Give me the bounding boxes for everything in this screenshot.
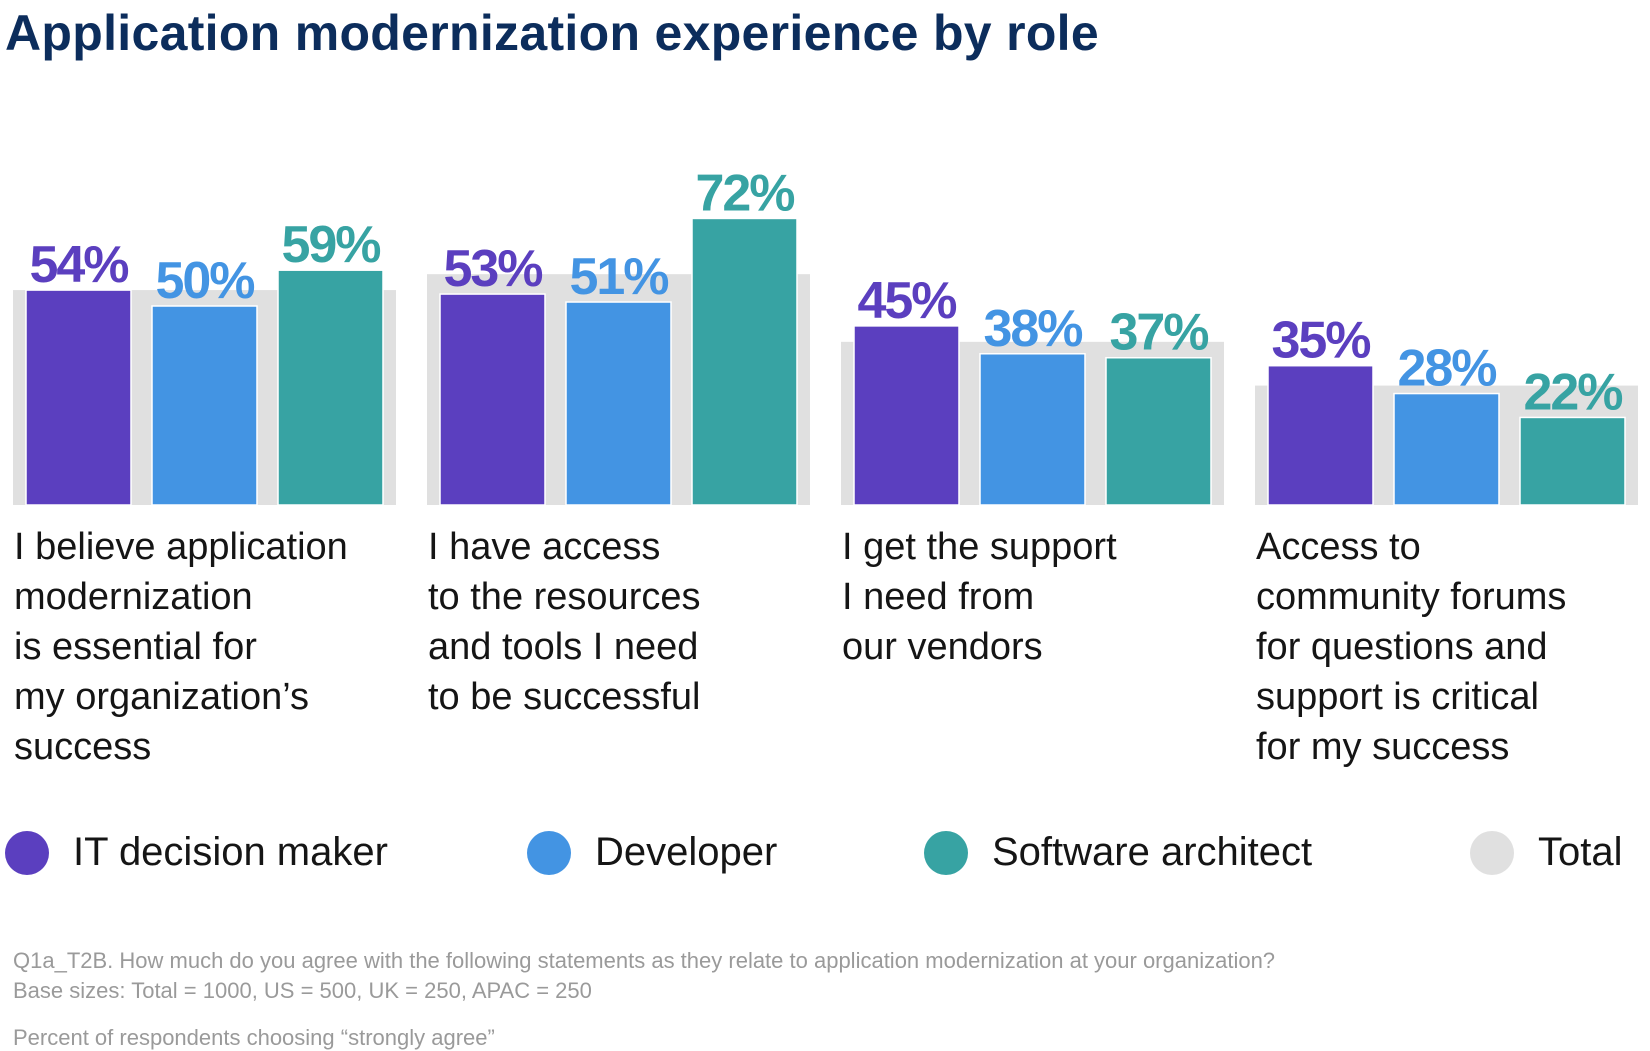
legend-swatch	[924, 830, 968, 875]
bar-it-decision-maker	[1267, 364, 1374, 506]
bar-software-architect	[691, 217, 798, 506]
legend-label: Developer	[595, 830, 778, 874]
category-label: I believe application modernization is e…	[14, 526, 348, 768]
footnote-question: Q1a_T2B. How much do you agree with the …	[13, 948, 1276, 973]
legend-item-it-decision-maker: IT decision maker	[5, 830, 388, 875]
bar-software-architect	[1519, 416, 1626, 506]
data-label: 37%	[1109, 304, 1208, 362]
legend-label: IT decision maker	[73, 830, 388, 874]
bar-software-architect	[1105, 356, 1212, 506]
data-label: 53%	[443, 240, 542, 298]
data-label: 72%	[695, 164, 794, 222]
bar-developer	[565, 301, 672, 506]
legend-item-total: Total	[1470, 830, 1623, 875]
bar-developer	[151, 305, 258, 506]
bar-developer	[979, 353, 1086, 506]
data-label: 45%	[857, 272, 956, 330]
category-label: I have access to the resources and tools…	[428, 526, 701, 718]
legend-label: Software architect	[992, 830, 1313, 874]
bar-it-decision-maker	[439, 293, 546, 506]
chart-title: Application modernization experience by …	[5, 5, 1099, 61]
data-label: 28%	[1397, 340, 1496, 398]
category-label: Access to community forums for questions…	[1256, 526, 1567, 768]
bar-developer	[1393, 392, 1500, 506]
bar-it-decision-maker	[853, 325, 960, 506]
category-label: I get the support I need from our vendor…	[842, 526, 1117, 668]
data-label: 22%	[1523, 363, 1622, 421]
footnote-measure: Percent of respondents choosing “strongl…	[13, 1025, 495, 1050]
legend-swatch	[5, 830, 49, 875]
data-label: 38%	[983, 300, 1082, 358]
footnote-base-sizes: Base sizes: Total = 1000, US = 500, UK =…	[13, 978, 592, 1003]
legend-swatch	[527, 830, 571, 875]
legend-item-developer: Developer	[527, 830, 777, 875]
bar-chart: 54% 50% 59% 53% 51% 72% 45% 38% 37% 35% 28% 22%	[13, 164, 1638, 506]
data-label: 35%	[1271, 312, 1370, 370]
bar-software-architect	[277, 269, 384, 506]
bar-it-decision-maker	[25, 289, 132, 506]
data-label: 50%	[155, 252, 254, 310]
legend-item-software-architect: Software architect	[924, 830, 1312, 875]
legend-swatch	[1470, 830, 1514, 875]
data-label: 51%	[569, 248, 668, 306]
data-label: 54%	[29, 236, 128, 294]
legend-label: Total	[1538, 830, 1623, 874]
data-label: 59%	[281, 216, 380, 274]
